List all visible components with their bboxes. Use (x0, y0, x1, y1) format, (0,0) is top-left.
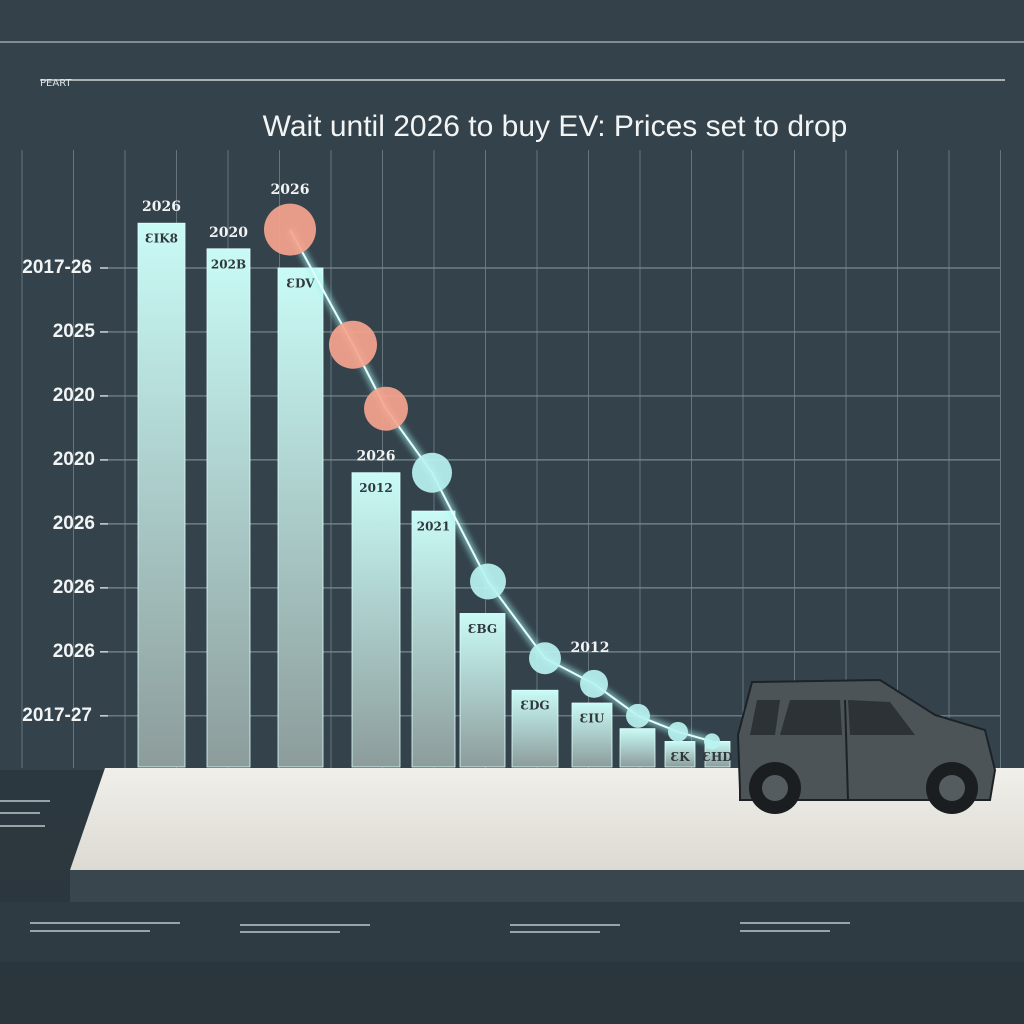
y-tick-label: 2017-27 (22, 705, 92, 726)
bar-top-label: 2020 (209, 225, 248, 241)
bar (571, 702, 613, 768)
trend-point (264, 203, 316, 256)
annotation: 2012 (571, 640, 610, 656)
floor-edge (70, 870, 1024, 902)
bar-label: 2012 (359, 481, 392, 495)
trend-point (470, 563, 506, 600)
bar-label: 202B (211, 257, 246, 271)
bar-label: ƐBG (468, 622, 497, 636)
trend-point (529, 642, 561, 675)
bar (619, 728, 656, 768)
y-tick-label: 2017-26 (22, 257, 92, 278)
y-tick-label: 2026 (53, 641, 95, 662)
bar-top-label: 2026 (357, 449, 396, 465)
bar (511, 689, 559, 768)
bar-top-label: 2026 (142, 199, 181, 215)
bar (351, 472, 401, 768)
bar (411, 510, 456, 768)
trend-point (412, 452, 452, 493)
bar (459, 613, 506, 768)
y-tick-label: 2020 (53, 449, 95, 470)
trend (264, 203, 720, 750)
bar (137, 222, 186, 768)
trend-point (329, 320, 377, 369)
bar-label: ƐDG (520, 699, 549, 713)
bar-label: ƐDV (286, 276, 315, 290)
y-tick-label: 2026 (53, 513, 95, 534)
trend-point (704, 733, 720, 750)
trend-line (289, 229, 713, 743)
bars: ƐIK8 2026 202B 2020 ƐDV 2012 2026 2021 ƐBG ƐDG ƐIU… (137, 199, 733, 768)
trend-point (626, 703, 650, 728)
bar (206, 248, 251, 768)
corner-label: PEART (40, 78, 72, 89)
bar-label: ƐIK8 (145, 232, 178, 246)
bar-label: ƐK (670, 750, 690, 764)
footer-lines (0, 800, 850, 933)
bar-label: ƐHD (702, 750, 732, 764)
annotation: 2026 (271, 182, 310, 198)
y-tick-label: 2025 (53, 321, 96, 342)
trend-point (580, 669, 608, 698)
bar-label: ƐIU (580, 712, 605, 726)
car (736, 678, 997, 814)
y-tick-label: 2026 (53, 577, 95, 598)
trend-point (364, 386, 408, 431)
bar (277, 267, 324, 768)
bar-label: 2021 (417, 520, 450, 534)
chart-title: Wait until 2026 to buy EV: Prices set to… (263, 110, 848, 143)
y-tick-label: 2020 (53, 385, 95, 406)
trend-point (668, 721, 688, 742)
